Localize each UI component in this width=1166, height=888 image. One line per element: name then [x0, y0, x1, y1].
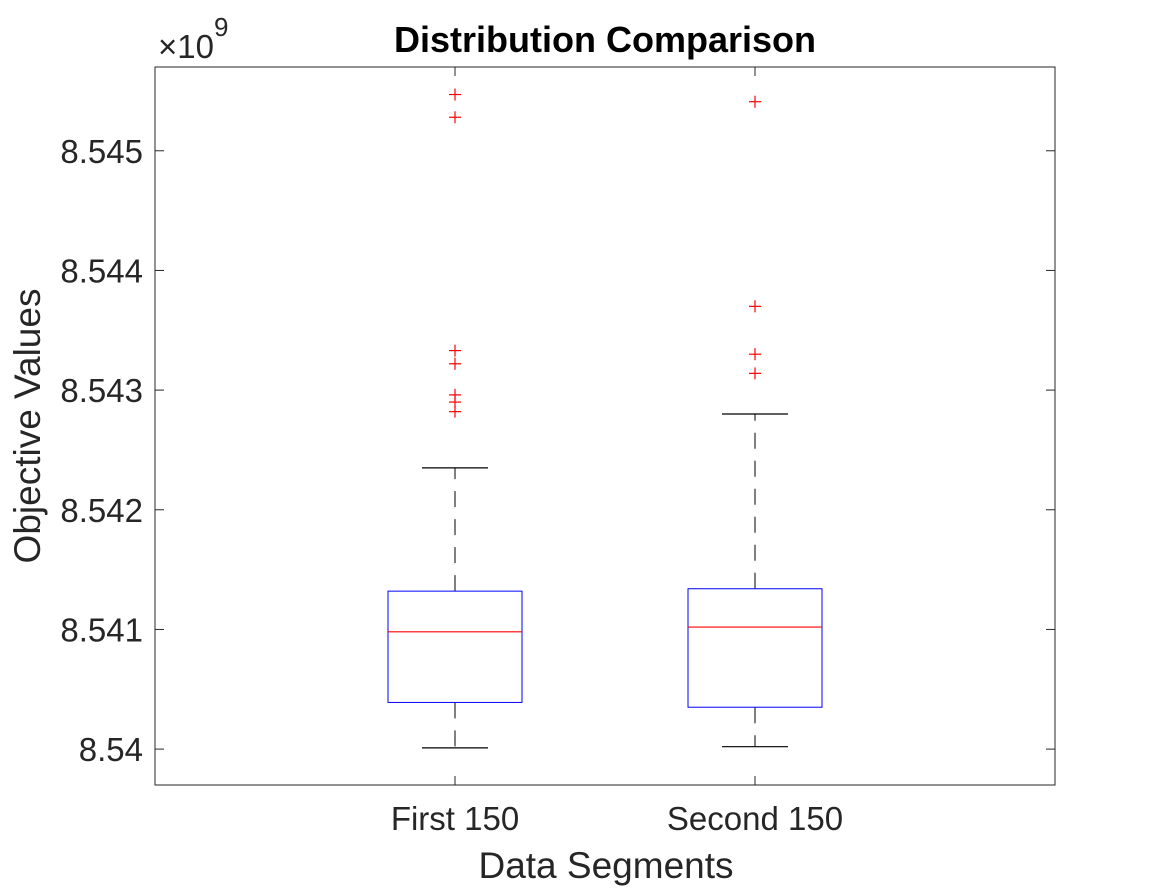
outlier-marker [449, 344, 461, 357]
x-tick-label: First 150 [391, 800, 519, 837]
outlier-marker [749, 95, 761, 108]
outlier-marker [749, 300, 761, 313]
y-exponent-multiplier: ×10 [158, 28, 214, 65]
y-axis-label: Objective Values [7, 289, 48, 564]
outlier-marker [749, 367, 761, 380]
plot-area: 8.54 8.541 8.542 8.543 8.544 8.545 First 150 Se… [60, 66, 1056, 837]
axes-frame [154, 66, 1056, 786]
y-tick-label: 8.541 [60, 611, 143, 648]
outlier-marker [449, 357, 461, 370]
x-axis-label: Data Segments [478, 845, 733, 886]
box-iqr [387, 590, 523, 703]
chart-title: Distribution Comparison [394, 19, 816, 60]
y-tick-label: 8.54 [79, 731, 143, 768]
y-exponent-label: ×109 [158, 12, 228, 65]
outlier-marker [449, 88, 461, 101]
x-tick-label: Second 150 [667, 800, 843, 837]
y-tick-label: 8.543 [60, 372, 143, 409]
outlier-marker [449, 388, 461, 401]
outlier-marker [749, 348, 761, 361]
box-iqr [687, 588, 823, 708]
y-tick-label: 8.544 [60, 252, 143, 289]
y-tick-label: 8.545 [60, 133, 143, 170]
outlier-marker [449, 111, 461, 124]
y-exponent-power: 9 [214, 12, 228, 42]
y-tick-label: 8.542 [60, 492, 143, 529]
